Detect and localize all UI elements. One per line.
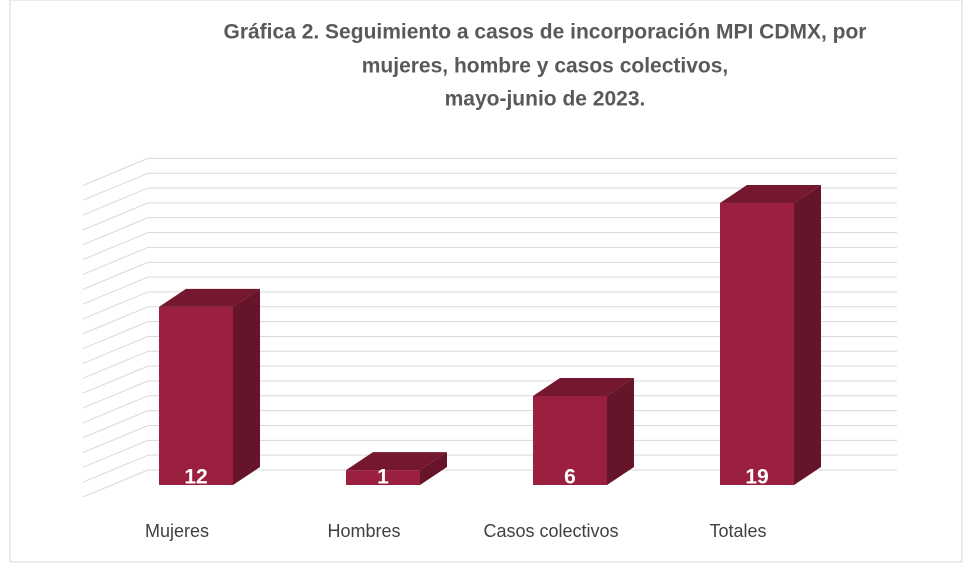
grid-line xyxy=(82,469,149,498)
grid-line xyxy=(82,439,149,468)
grid-line xyxy=(82,335,149,364)
grid-line xyxy=(82,276,149,305)
bar-top xyxy=(346,452,447,471)
grid-line xyxy=(82,306,149,335)
x-tick-label: Hombres xyxy=(327,521,400,541)
grid-line xyxy=(82,172,149,201)
grid-line xyxy=(82,350,149,379)
chart-title: Gráfica 2. Seguimiento a casos de incorp… xyxy=(224,21,867,44)
bar-top xyxy=(533,377,634,396)
x-tick-label: Totales xyxy=(709,521,766,541)
grid-line xyxy=(82,380,149,409)
bar xyxy=(159,306,233,485)
grid-line xyxy=(82,425,149,453)
grid-line xyxy=(82,232,149,261)
bar xyxy=(533,395,607,485)
value-label: 1 xyxy=(377,466,389,489)
chart-title: mujeres, hombre y casos colectivos, xyxy=(362,55,729,78)
bar-side xyxy=(607,377,634,485)
grid-line xyxy=(82,291,149,320)
x-tick-label: Casos colectivos xyxy=(483,521,618,541)
value-label: 12 xyxy=(184,466,207,489)
grid-line xyxy=(82,410,149,439)
grid-line xyxy=(82,261,149,290)
grid-line xyxy=(82,395,149,424)
grid-line xyxy=(82,202,149,231)
bar-side xyxy=(794,185,821,486)
bar-top xyxy=(720,185,821,204)
frame xyxy=(9,0,963,563)
value-label: 19 xyxy=(745,466,768,489)
bar xyxy=(720,203,794,486)
value-label: 6 xyxy=(564,466,576,489)
bar-top xyxy=(159,288,260,307)
grid-line xyxy=(82,157,149,186)
bar-side xyxy=(233,288,260,485)
bar-side xyxy=(420,452,447,485)
grid-line xyxy=(82,217,149,246)
x-tick-label: Mujeres xyxy=(145,521,209,541)
grid-line xyxy=(82,365,149,394)
grid-line xyxy=(82,246,149,275)
chart-title: mayo-junio de 2023. xyxy=(445,88,646,111)
bar xyxy=(346,470,420,485)
grid-line xyxy=(82,454,149,483)
grid-line xyxy=(82,321,149,350)
grid-line xyxy=(82,187,149,216)
